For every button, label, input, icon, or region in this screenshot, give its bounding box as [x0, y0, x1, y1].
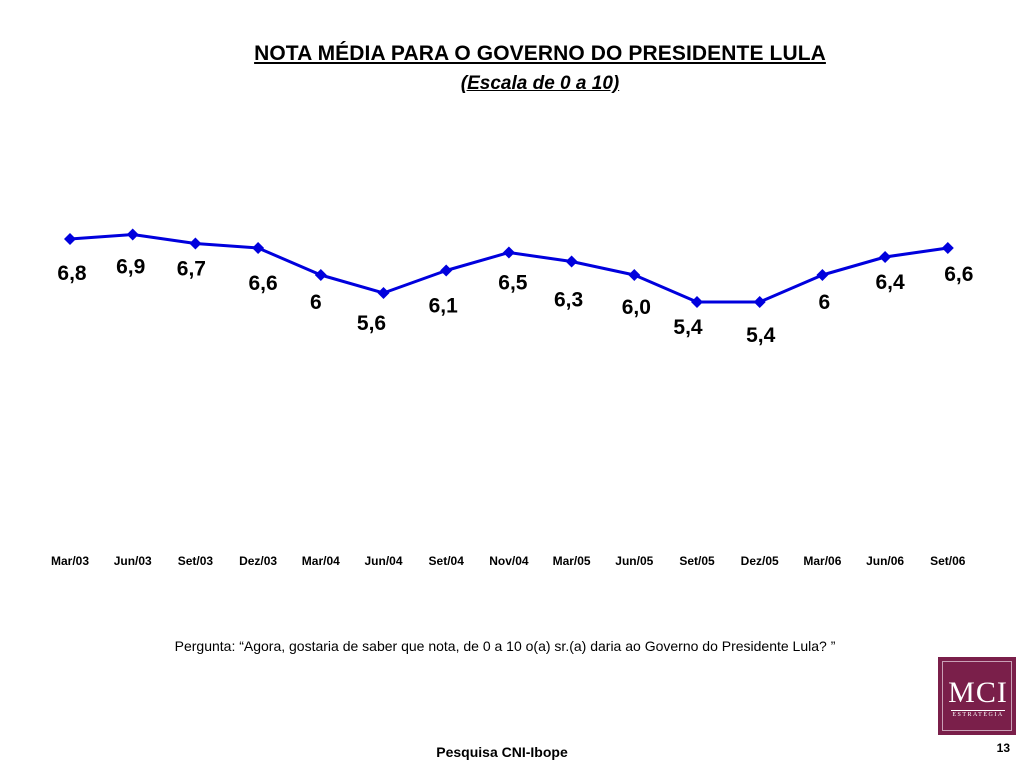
- data-label-10: 5,4: [673, 316, 703, 339]
- logo-tagline: ESTRATÉGIA: [952, 712, 1004, 718]
- data-label-4: 6: [310, 291, 322, 314]
- data-point-9: [628, 269, 641, 281]
- x-tick-label-5: Jun/04: [364, 554, 402, 568]
- data-label-13: 6,4: [875, 271, 905, 294]
- x-tick-label-7: Nov/04: [489, 554, 529, 568]
- data-label-7: 6,5: [498, 272, 528, 295]
- data-point-12: [816, 269, 829, 281]
- data-point-6: [440, 264, 453, 277]
- data-label-8: 6,3: [554, 289, 583, 312]
- data-point-4: [314, 269, 327, 281]
- x-tick-label-12: Mar/06: [803, 554, 841, 568]
- x-tick-label-0: Mar/03: [51, 554, 89, 568]
- data-point-3: [252, 242, 265, 254]
- logo-frame: MCI ESTRATÉGIA: [942, 661, 1012, 731]
- data-label-14: 6,6: [944, 263, 973, 286]
- logo-wordmark: MCI: [948, 676, 1008, 709]
- data-label-12: 6: [819, 291, 831, 314]
- data-label-11: 5,4: [746, 324, 776, 347]
- data-label-9: 6,0: [622, 296, 651, 319]
- data-point-0: [64, 233, 76, 245]
- x-tick-label-3: Dez/03: [239, 554, 277, 568]
- x-tick-label-11: Dez/05: [741, 554, 779, 568]
- data-point-14: [941, 242, 954, 254]
- x-tick-label-13: Jun/06: [866, 554, 904, 568]
- data-label-6: 6,1: [429, 295, 459, 318]
- mci-logo: MCI ESTRATÉGIA: [938, 657, 1016, 735]
- source-note: Pesquisa CNI-Ibope: [436, 744, 568, 760]
- chart-subtitle: (Escala de 0 a 10): [460, 73, 620, 94]
- data-label-3: 6,6: [248, 272, 277, 295]
- data-point-8: [565, 255, 578, 268]
- x-tick-label-2: Set/03: [178, 554, 214, 568]
- data-point-2: [189, 237, 202, 250]
- chart-title: NOTA MÉDIA PARA O GOVERNO DO PRESIDENTE …: [254, 42, 826, 65]
- survey-question: Pergunta: “Agora, gostaria de saber que …: [174, 638, 836, 654]
- data-label-1: 6,9: [116, 256, 145, 279]
- data-point-5: [377, 287, 390, 299]
- logo-divider: [951, 710, 1005, 711]
- data-label-5: 5,6: [357, 312, 386, 335]
- data-label-2: 6,7: [177, 258, 206, 281]
- data-point-7: [502, 246, 515, 259]
- data-point-1: [126, 228, 139, 241]
- data-label-0: 6,8: [57, 262, 87, 285]
- x-tick-label-9: Jun/05: [615, 554, 653, 568]
- x-tick-label-4: Mar/04: [302, 554, 340, 568]
- data-point-11: [753, 296, 766, 308]
- x-tick-label-14: Set/06: [930, 554, 966, 568]
- data-point-10: [691, 296, 703, 308]
- x-tick-label-6: Set/04: [429, 554, 465, 568]
- x-tick-label-8: Mar/05: [553, 554, 591, 568]
- data-point-13: [879, 251, 892, 263]
- page-number: 13: [996, 741, 1010, 755]
- x-tick-label-1: Jun/03: [114, 554, 152, 568]
- x-tick-label-10: Set/05: [679, 554, 715, 568]
